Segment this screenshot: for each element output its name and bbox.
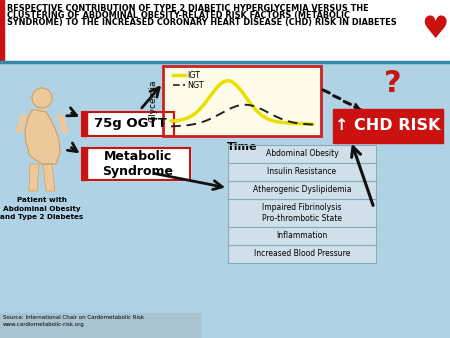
Polygon shape bbox=[29, 164, 39, 191]
Bar bbox=[0, 313, 200, 338]
Bar bbox=[228, 245, 376, 263]
Text: NGT: NGT bbox=[187, 80, 203, 90]
Polygon shape bbox=[16, 114, 27, 133]
Bar bbox=[82, 148, 190, 180]
Bar bbox=[82, 112, 87, 136]
Circle shape bbox=[32, 88, 52, 108]
Text: CLUSTERING OF ABDOMINAL OBESITY-RELATED RISK FACTORS (METABOLIC: CLUSTERING OF ABDOMINAL OBESITY-RELATED … bbox=[7, 11, 350, 20]
Bar bbox=[228, 163, 376, 181]
Text: IGT: IGT bbox=[187, 71, 200, 79]
Bar bbox=[228, 181, 376, 199]
Text: Insulin Resistance: Insulin Resistance bbox=[267, 168, 337, 176]
Bar bbox=[228, 245, 376, 263]
Bar bbox=[228, 163, 376, 181]
Bar bbox=[228, 199, 376, 227]
Text: Increased Blood Pressure: Increased Blood Pressure bbox=[254, 249, 350, 259]
Bar bbox=[82, 148, 190, 180]
Text: ♥: ♥ bbox=[421, 16, 449, 45]
Text: ?: ? bbox=[384, 69, 402, 97]
Bar bbox=[333, 109, 443, 143]
Bar bbox=[163, 66, 321, 136]
Bar bbox=[0, 0, 4, 62]
Bar bbox=[0, 0, 450, 62]
Bar bbox=[228, 145, 376, 163]
Bar bbox=[82, 148, 87, 180]
Bar bbox=[228, 145, 376, 163]
Text: Atherogenic Dyslipidemia: Atherogenic Dyslipidemia bbox=[253, 186, 351, 194]
Polygon shape bbox=[25, 110, 60, 164]
Bar bbox=[82, 112, 174, 136]
Text: SYNDROME) TO THE INCREASED CORONARY HEART DISEASE (CHD) RISK IN DIABETES: SYNDROME) TO THE INCREASED CORONARY HEAR… bbox=[7, 18, 396, 27]
Text: Patient with
Abdominal Obesity
and Type 2 Diabetes: Patient with Abdominal Obesity and Type … bbox=[0, 197, 84, 220]
Text: 75g OGTT: 75g OGTT bbox=[94, 118, 166, 130]
Polygon shape bbox=[57, 114, 68, 133]
Text: Glycemia: Glycemia bbox=[148, 80, 157, 122]
Text: Metabolic
Syndrome: Metabolic Syndrome bbox=[103, 149, 174, 178]
Bar bbox=[228, 199, 376, 227]
Polygon shape bbox=[43, 164, 55, 191]
Text: Time: Time bbox=[227, 142, 257, 152]
Bar bbox=[228, 227, 376, 245]
Text: RESPECTIVE CONTRIBUTION OF TYPE 2 DIABETIC HYPERGLYCEMIA VERSUS THE: RESPECTIVE CONTRIBUTION OF TYPE 2 DIABET… bbox=[7, 4, 369, 13]
Text: Impaired Fibrinolysis
Pro-thrombotic State: Impaired Fibrinolysis Pro-thrombotic Sta… bbox=[262, 203, 342, 223]
Text: Abdominal Obesity: Abdominal Obesity bbox=[266, 149, 338, 159]
Bar bbox=[163, 66, 321, 136]
Bar bbox=[82, 112, 174, 136]
Text: ↑ CHD RISK: ↑ CHD RISK bbox=[335, 119, 441, 134]
Bar bbox=[228, 181, 376, 199]
Bar bbox=[39, 107, 45, 110]
Text: Source: International Chair on Cardometabolic Risk
www.cardiometabolic-risk.org: Source: International Chair on Cardometa… bbox=[3, 315, 144, 327]
Bar bbox=[228, 227, 376, 245]
Text: Inflammation: Inflammation bbox=[276, 232, 328, 241]
